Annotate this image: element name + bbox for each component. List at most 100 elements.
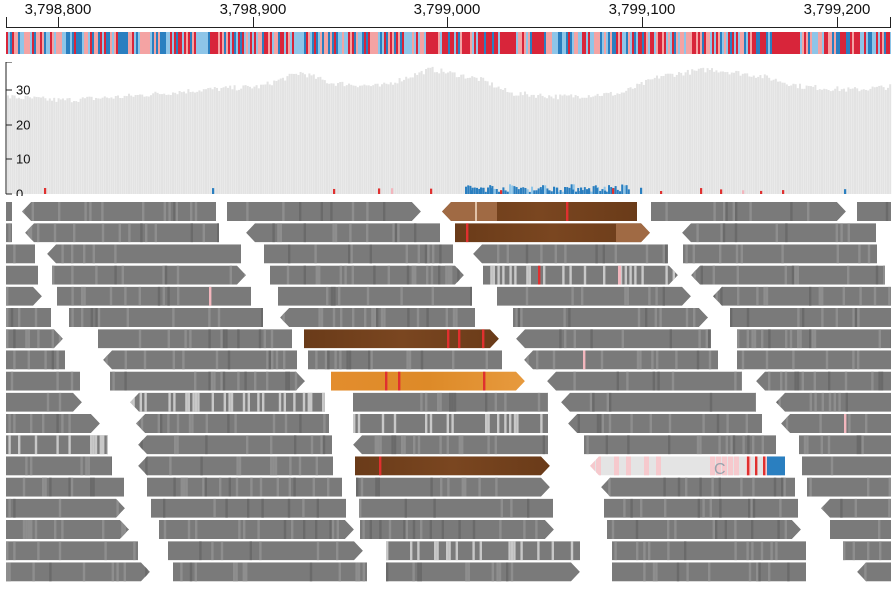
reference-base: [848, 32, 851, 54]
reference-base: [452, 32, 455, 54]
coverage-bar: [24, 95, 27, 194]
coverage-bar: [535, 97, 537, 194]
reference-base: [32, 32, 35, 54]
coverage-bar: [605, 92, 608, 194]
coverage-bar: [667, 73, 669, 194]
reference-base: [638, 32, 641, 54]
reference-base: [644, 32, 647, 54]
coverage-mismatch: [559, 190, 562, 194]
coverage-mismatch: [572, 189, 575, 194]
coverage-mismatch: [556, 187, 559, 194]
reference-base: [436, 32, 439, 54]
reference-base: [576, 32, 579, 54]
coverage-bar: [680, 72, 683, 194]
coverage-bar: [110, 97, 113, 194]
coverage-bar: [686, 69, 689, 194]
reference-base: [98, 32, 101, 54]
reference-base: [768, 32, 771, 54]
coverage-bar: [506, 91, 509, 194]
reference-base: [846, 32, 849, 54]
coverage-mismatch: [544, 185, 547, 194]
coverage-mismatch: [623, 185, 626, 194]
aligned-read: [6, 223, 12, 243]
coverage-bar: [480, 77, 482, 194]
coverage-mismatch: [700, 188, 703, 194]
reference-base: [420, 32, 423, 54]
reference-base: [738, 32, 741, 54]
reference-base: [698, 32, 701, 54]
reference-base: [96, 32, 99, 54]
mismatch-base-label: C: [714, 461, 726, 478]
coverage-bar: [383, 82, 386, 194]
coverage-bar: [251, 88, 254, 194]
coverage-mismatch: [660, 190, 663, 194]
ruler-tick-label: 3,798,900: [219, 1, 287, 18]
aligned-read: [147, 477, 342, 497]
coverage-bar: [31, 98, 34, 194]
coverage-mismatch: [570, 184, 573, 194]
coverage-bar: [284, 80, 287, 194]
coverage-bar: [471, 76, 474, 194]
reference-sequence-track[interactable]: [6, 32, 891, 54]
reference-base: [836, 32, 839, 54]
reference-base: [628, 32, 631, 54]
reference-base: [102, 32, 105, 54]
reference-base: [558, 32, 561, 54]
reference-base: [26, 32, 29, 54]
reference-base: [256, 32, 259, 54]
coverage-bar: [693, 70, 696, 194]
coverage-track[interactable]: 0 10 20 30: [0, 62, 894, 196]
reference-base: [314, 32, 317, 54]
coverage-mismatch-marks: [44, 184, 847, 194]
reference-base: [676, 32, 679, 54]
reference-base: [758, 32, 761, 54]
coverage-bar: [563, 94, 566, 194]
reference-base: [150, 32, 153, 54]
reference-base: [860, 32, 863, 54]
coverage-bar: [114, 96, 117, 194]
reference-base: [276, 32, 279, 54]
coverage-bar: [207, 88, 210, 194]
reference-base: [318, 32, 321, 54]
reference-base: [626, 32, 629, 54]
reference-base: [484, 32, 487, 54]
aligned-read: [781, 414, 891, 433]
reference-base: [516, 32, 519, 54]
coverage-bar: [642, 84, 645, 194]
reference-base: [100, 32, 103, 54]
coverage-bar: [433, 72, 436, 194]
coverage-bar: [614, 94, 617, 194]
coverage-bar: [561, 95, 564, 194]
reference-base: [868, 32, 871, 54]
reference-base: [584, 32, 587, 54]
reference-base: [120, 32, 123, 54]
reference-base: [564, 32, 567, 54]
coverage-bar: [860, 89, 863, 194]
reference-base: [480, 32, 483, 54]
reference-base: [390, 32, 393, 54]
reference-base: [474, 32, 477, 54]
reference-base: [252, 32, 255, 54]
coverage-bar: [205, 89, 207, 194]
reference-base: [432, 32, 435, 54]
coverage-bar: [249, 86, 251, 194]
coverage-mismatch: [480, 187, 483, 194]
coverage-mismatch: [557, 191, 560, 194]
reference-base: [820, 32, 823, 54]
aligned-read: [22, 202, 216, 221]
coverage-bar: [376, 83, 379, 194]
reference-base: [620, 32, 623, 54]
coverage-bar: [761, 78, 764, 194]
aligned-read: [25, 223, 219, 243]
coverage-bar: [867, 90, 870, 194]
reference-base: [324, 32, 327, 54]
reference-base: [338, 32, 341, 54]
coverage-bar: [158, 94, 161, 194]
coverage-bar: [460, 74, 463, 194]
reference-base: [204, 32, 207, 54]
coverage-bar: [616, 93, 619, 194]
reference-base: [410, 32, 413, 54]
reference-base: [570, 32, 573, 54]
alignment-reads-track[interactable]: C: [0, 201, 894, 590]
